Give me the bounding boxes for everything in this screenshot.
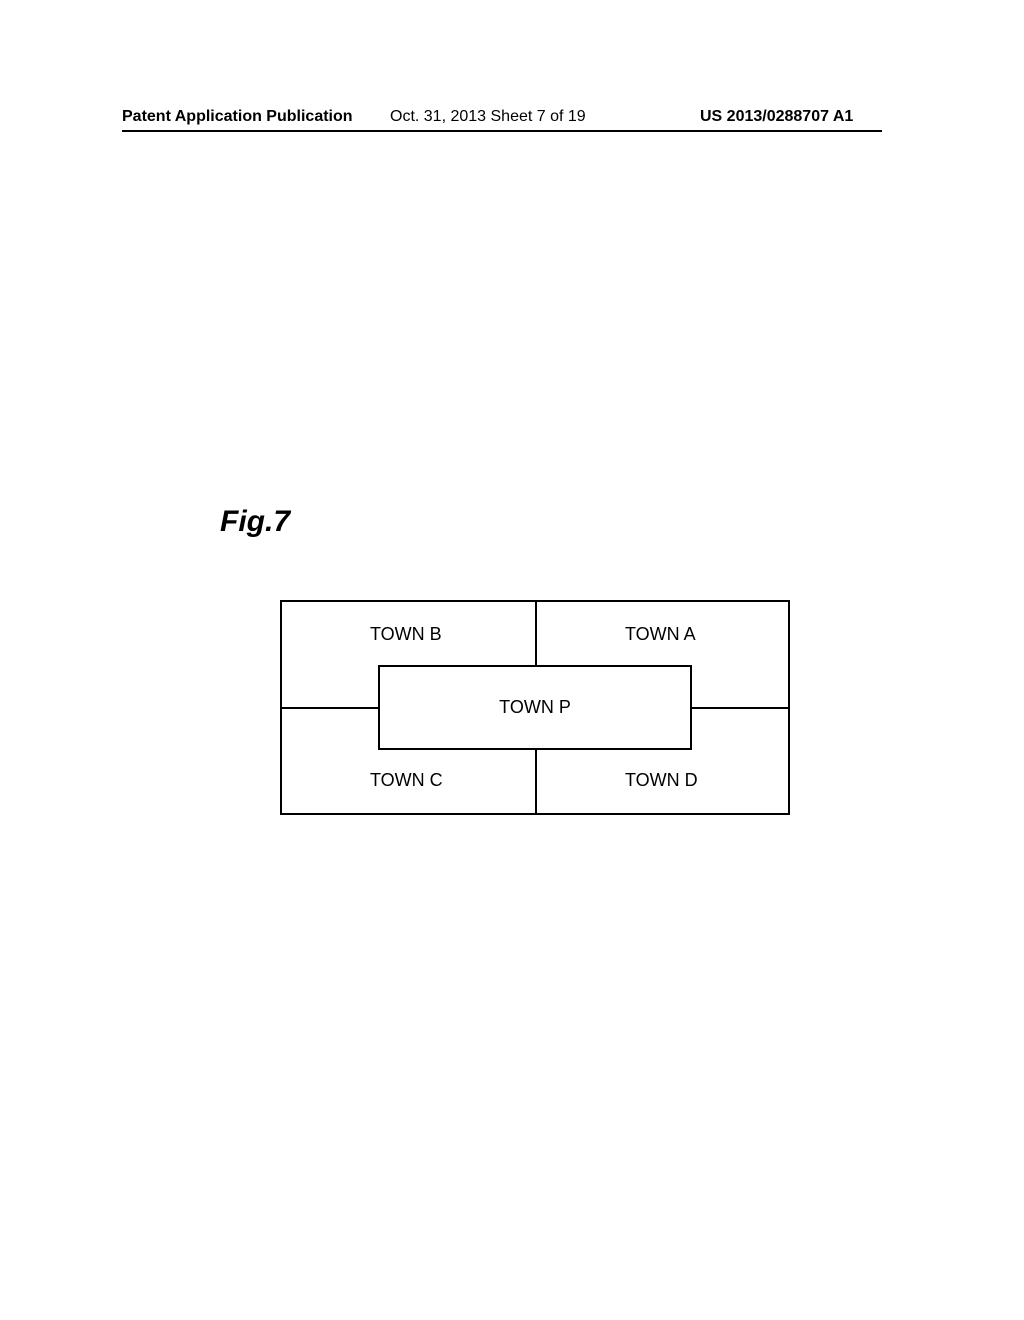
town-diagram: TOWN B TOWN A TOWN C TOWN D TOWN P	[280, 600, 790, 815]
divider-bottom	[535, 750, 537, 815]
header-rule	[122, 130, 882, 132]
header-publication: Patent Application Publication	[122, 108, 353, 126]
label-town-c: TOWN C	[370, 770, 443, 791]
label-town-p: TOWN P	[499, 697, 571, 718]
label-town-d: TOWN D	[625, 770, 698, 791]
patent-page: Patent Application Publication Oct. 31, …	[0, 0, 1024, 1320]
figure-label: Fig.7	[220, 505, 290, 539]
header-sheet-info: Oct. 31, 2013 Sheet 7 of 19	[390, 108, 586, 126]
divider-top	[535, 600, 537, 665]
divider-left	[280, 707, 378, 709]
center-box: TOWN P	[378, 665, 692, 750]
header-patent-number: US 2013/0288707 A1	[700, 108, 853, 126]
divider-right	[692, 707, 790, 709]
label-town-b: TOWN B	[370, 624, 442, 645]
label-town-a: TOWN A	[625, 624, 696, 645]
